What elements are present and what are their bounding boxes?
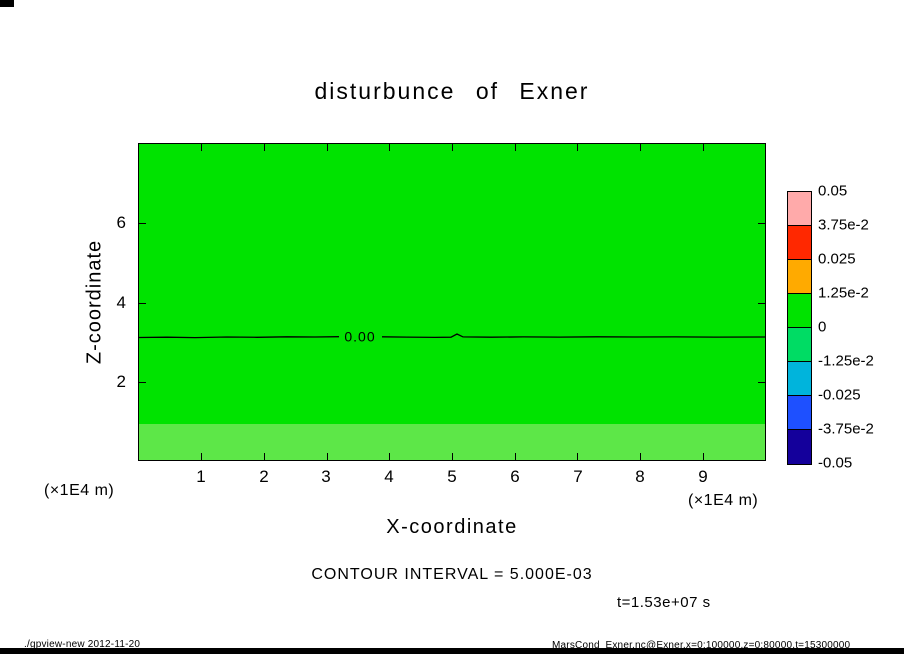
colorbar-label: 0 xyxy=(818,318,827,336)
y-tick-label: 2 xyxy=(116,372,126,391)
x-tick-label: 9 xyxy=(698,467,708,486)
x-tick xyxy=(201,453,202,460)
y-tick-label: 4 xyxy=(116,293,126,312)
x-tick xyxy=(389,453,390,460)
y-tick xyxy=(758,223,765,224)
contour-interval-text: CONTOUR INTERVAL = 5.000E-03 xyxy=(311,566,593,583)
x-tick-label: 5 xyxy=(447,467,457,486)
x-axis-title: X-coordinate xyxy=(386,516,518,538)
time-text: t=1.53e+07 s xyxy=(617,594,711,611)
plot-area: 0.00 xyxy=(138,143,766,461)
chart-title: disturbunce of Exner xyxy=(314,78,590,104)
x-tick xyxy=(515,453,516,460)
x-tick xyxy=(577,453,578,460)
colorbar-label: 1.25e-2 xyxy=(818,284,869,302)
x-tick-label: 1 xyxy=(196,467,206,486)
x-tick xyxy=(452,453,453,460)
colorbar-cell xyxy=(788,226,811,260)
y-axis-title: Z-coordinate xyxy=(83,239,106,365)
y-axis-unit: (×1E4 m) xyxy=(44,482,115,499)
corner-mark xyxy=(0,0,14,7)
x-tick xyxy=(264,144,265,151)
colorbar-cell xyxy=(788,362,811,396)
x-tick xyxy=(327,453,328,460)
colorbar-label: 0.025 xyxy=(818,250,856,268)
footer-program-text: ./gpview-new 2012-11-20 xyxy=(24,639,141,650)
colorbar-label: 3.75e-2 xyxy=(818,216,869,234)
colorbar-label: -1.25e-2 xyxy=(818,352,874,370)
x-tick-label: 8 xyxy=(635,467,645,486)
y-tick xyxy=(758,303,765,304)
x-tick xyxy=(703,144,704,151)
x-tick-label: 2 xyxy=(259,467,269,486)
y-tick xyxy=(139,382,146,383)
colorbar-cell xyxy=(788,328,811,362)
x-tick xyxy=(640,144,641,151)
colorbar-label: -3.75e-2 xyxy=(818,420,874,438)
x-tick xyxy=(577,144,578,151)
x-tick xyxy=(515,144,516,151)
footer-variable-text: MarsCond_Exner.nc@Exner,x=0:100000,z=0:8… xyxy=(552,640,851,651)
x-tick-label: 3 xyxy=(321,467,331,486)
x-tick xyxy=(327,144,328,151)
colorbar-cell xyxy=(788,430,811,464)
y-tick-label: 6 xyxy=(116,213,126,232)
x-tick xyxy=(389,144,390,151)
contour-value-label: 0.00 xyxy=(344,328,376,345)
colorbar-cell xyxy=(788,192,811,226)
x-axis-unit: (×1E4 m) xyxy=(688,492,759,509)
colorbar-label: -0.025 xyxy=(818,386,861,404)
colorbar-cell xyxy=(788,260,811,294)
colorbar-cell xyxy=(788,396,811,430)
x-tick xyxy=(703,453,704,460)
y-tick xyxy=(758,382,765,383)
x-tick xyxy=(640,453,641,460)
bottom-bar xyxy=(0,648,904,654)
x-tick-label: 4 xyxy=(384,467,394,486)
colorbar-cell xyxy=(788,294,811,328)
colorbar-label: 0.05 xyxy=(818,182,848,200)
zero-contour-line xyxy=(139,333,765,339)
x-tick-label: 6 xyxy=(510,467,520,486)
x-tick-label: 7 xyxy=(573,467,583,486)
y-tick xyxy=(139,303,146,304)
x-tick xyxy=(452,144,453,151)
y-tick xyxy=(139,223,146,224)
colorbar-label: -0.05 xyxy=(818,454,853,472)
x-tick xyxy=(264,453,265,460)
colorbar xyxy=(787,191,812,465)
x-tick xyxy=(201,144,202,151)
